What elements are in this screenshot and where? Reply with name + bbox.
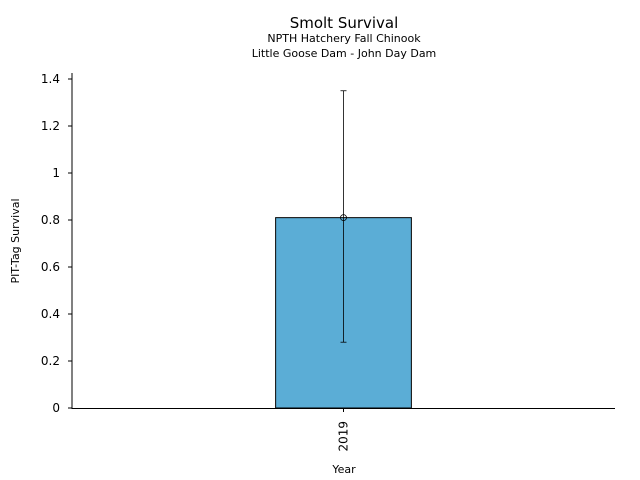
y-axis-label: PIT-Tag Survival [9, 198, 22, 283]
y-tick-label: 1.4 [41, 72, 60, 86]
x-axis-label: Year [331, 463, 356, 476]
chart-title: Smolt Survival [290, 14, 399, 32]
y-tick-label: 0.2 [41, 354, 60, 368]
point-estimate-2019 [340, 214, 347, 222]
plot-area: 0 0.2 0.4 0.6 0.8 1 1.2 1.4 2019 [41, 72, 412, 452]
chart-subtitle-line-2: Little Goose Dam - John Day Dam [252, 47, 437, 60]
y-tick-label: 0.4 [41, 307, 60, 321]
chart-subtitle-line-1: NPTH Hatchery Fall Chinook [267, 32, 421, 45]
y-tick-label: 0 [52, 401, 60, 415]
y-tick-label: 1 [52, 166, 60, 180]
y-tick-label: 0.8 [41, 213, 60, 227]
x-tick-label: 2019 [337, 421, 351, 452]
y-tick-label: 0.6 [41, 260, 60, 274]
y-tick-label: 1.2 [41, 119, 60, 133]
